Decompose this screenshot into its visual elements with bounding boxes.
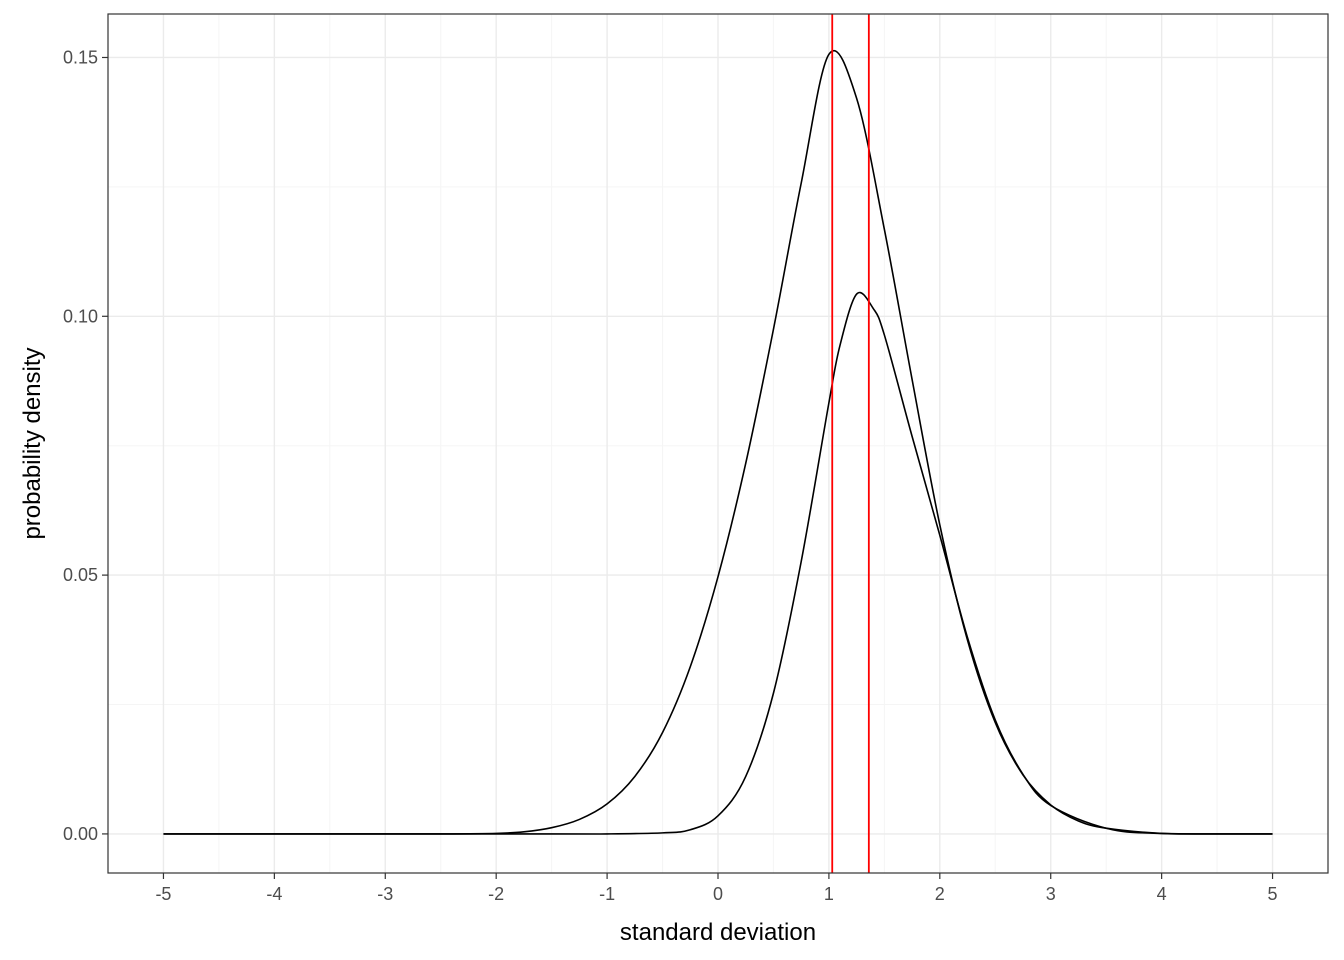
major-gridlines — [108, 14, 1328, 873]
x-tick-label: 1 — [824, 884, 834, 904]
x-tick-label: -5 — [155, 884, 171, 904]
y-tick-label: 0.00 — [63, 824, 98, 844]
reference-lines — [831, 14, 870, 873]
y-tick-label: 0.05 — [63, 565, 98, 585]
x-tick-label: 0 — [713, 884, 723, 904]
density-curve-2 — [163, 291, 1273, 835]
x-axis-title: standard deviation — [620, 919, 816, 946]
x-tick-label: 2 — [935, 884, 945, 904]
x-axis: -5 -4 -3 -2 -1 0 1 2 3 4 5 — [155, 873, 1278, 904]
x-tick-label: -2 — [488, 884, 504, 904]
x-tick-label: -4 — [266, 884, 282, 904]
x-tick-label: -1 — [599, 884, 615, 904]
x-tick-label: 4 — [1157, 884, 1167, 904]
density-curves — [163, 50, 1273, 835]
x-tick-label: -3 — [377, 884, 393, 904]
y-axis: 0.00 0.05 0.10 0.15 — [63, 47, 108, 844]
x-tick-label: 3 — [1046, 884, 1056, 904]
y-tick-label: 0.15 — [63, 47, 98, 67]
density-curve-1 — [163, 50, 1273, 835]
x-tick-label: 5 — [1268, 884, 1278, 904]
y-axis-title: probability density — [19, 347, 46, 539]
y-tick-label: 0.10 — [63, 306, 98, 326]
